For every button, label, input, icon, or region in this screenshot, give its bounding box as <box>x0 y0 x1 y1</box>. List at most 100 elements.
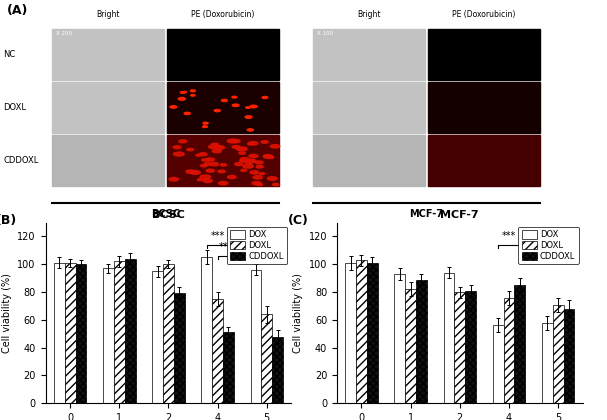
Circle shape <box>184 112 190 115</box>
Text: CDDOXL: CDDOXL <box>3 156 38 165</box>
Circle shape <box>186 170 195 173</box>
Bar <box>167 135 279 186</box>
Bar <box>493 326 504 403</box>
Bar <box>223 332 234 403</box>
Title: MCF-7: MCF-7 <box>441 210 479 220</box>
Bar <box>272 336 283 403</box>
Circle shape <box>200 175 211 179</box>
Circle shape <box>252 181 261 185</box>
Bar <box>553 304 563 403</box>
Circle shape <box>208 145 219 149</box>
Bar <box>504 298 514 403</box>
Bar <box>202 257 212 403</box>
Bar <box>52 29 164 80</box>
Circle shape <box>204 163 211 165</box>
Text: PE (Doxorubicin): PE (Doxorubicin) <box>191 10 255 19</box>
Circle shape <box>191 90 195 92</box>
Y-axis label: Cell viability (%): Cell viability (%) <box>293 273 303 353</box>
Circle shape <box>206 169 214 172</box>
Circle shape <box>232 96 237 98</box>
Text: (B): (B) <box>0 213 18 226</box>
Bar <box>405 289 416 403</box>
Circle shape <box>180 92 185 93</box>
Circle shape <box>255 161 263 164</box>
Y-axis label: Cell viability (%): Cell viability (%) <box>2 273 12 353</box>
Circle shape <box>174 152 184 156</box>
Circle shape <box>235 163 243 165</box>
Text: PE (Doxorubicin): PE (Doxorubicin) <box>452 10 516 19</box>
Bar <box>212 299 223 403</box>
Bar <box>313 135 425 186</box>
Circle shape <box>169 178 178 181</box>
Circle shape <box>236 147 247 151</box>
Circle shape <box>243 164 253 168</box>
Bar <box>563 309 574 403</box>
Bar <box>262 314 272 403</box>
Text: (A): (A) <box>7 5 29 18</box>
Text: ***: *** <box>502 231 516 241</box>
Circle shape <box>249 154 258 158</box>
Text: **: ** <box>219 242 228 252</box>
Circle shape <box>228 176 236 178</box>
Bar <box>167 82 279 133</box>
Circle shape <box>199 153 207 156</box>
Text: BCSC: BCSC <box>151 209 180 219</box>
Bar <box>251 270 262 403</box>
Circle shape <box>191 171 200 174</box>
Bar <box>455 292 465 403</box>
Text: Bright: Bright <box>96 10 120 19</box>
Circle shape <box>196 154 201 156</box>
Circle shape <box>209 163 219 166</box>
Bar <box>367 263 378 403</box>
Circle shape <box>248 159 256 163</box>
Legend: DOX, DOXL, CDDOXL: DOX, DOXL, CDDOXL <box>518 227 578 264</box>
Circle shape <box>214 110 220 112</box>
Bar <box>542 323 553 403</box>
Circle shape <box>270 144 280 148</box>
Circle shape <box>262 97 268 99</box>
Bar <box>428 135 540 186</box>
Bar <box>52 135 164 186</box>
Circle shape <box>261 141 268 143</box>
Bar <box>163 264 174 403</box>
Bar <box>514 285 525 403</box>
Circle shape <box>239 152 245 154</box>
Circle shape <box>173 146 181 149</box>
Bar <box>428 82 540 133</box>
Bar <box>124 259 135 403</box>
Circle shape <box>268 156 274 159</box>
Bar <box>52 82 164 133</box>
Circle shape <box>244 160 254 163</box>
Text: X 200: X 200 <box>56 31 72 36</box>
Text: (C): (C) <box>288 213 308 226</box>
Circle shape <box>232 104 239 107</box>
Bar <box>54 263 65 403</box>
Circle shape <box>240 160 245 162</box>
Circle shape <box>240 158 249 161</box>
Bar <box>416 280 427 403</box>
Circle shape <box>212 149 222 153</box>
Circle shape <box>206 158 215 161</box>
Circle shape <box>170 106 177 108</box>
Circle shape <box>257 184 262 186</box>
Title: BCSC: BCSC <box>152 210 185 220</box>
Circle shape <box>247 129 253 131</box>
Bar <box>167 29 279 80</box>
Circle shape <box>273 184 279 186</box>
Circle shape <box>250 171 259 174</box>
Bar <box>313 29 425 80</box>
Circle shape <box>246 107 250 108</box>
Bar <box>313 82 425 133</box>
Circle shape <box>200 165 207 167</box>
Circle shape <box>253 176 262 179</box>
Bar <box>152 271 163 403</box>
Circle shape <box>202 159 208 161</box>
Circle shape <box>220 164 226 166</box>
Text: Bright: Bright <box>357 10 381 19</box>
Bar <box>395 274 405 403</box>
Circle shape <box>178 97 185 100</box>
Circle shape <box>263 155 271 158</box>
Circle shape <box>231 139 240 143</box>
Circle shape <box>203 179 212 183</box>
Circle shape <box>248 142 258 145</box>
